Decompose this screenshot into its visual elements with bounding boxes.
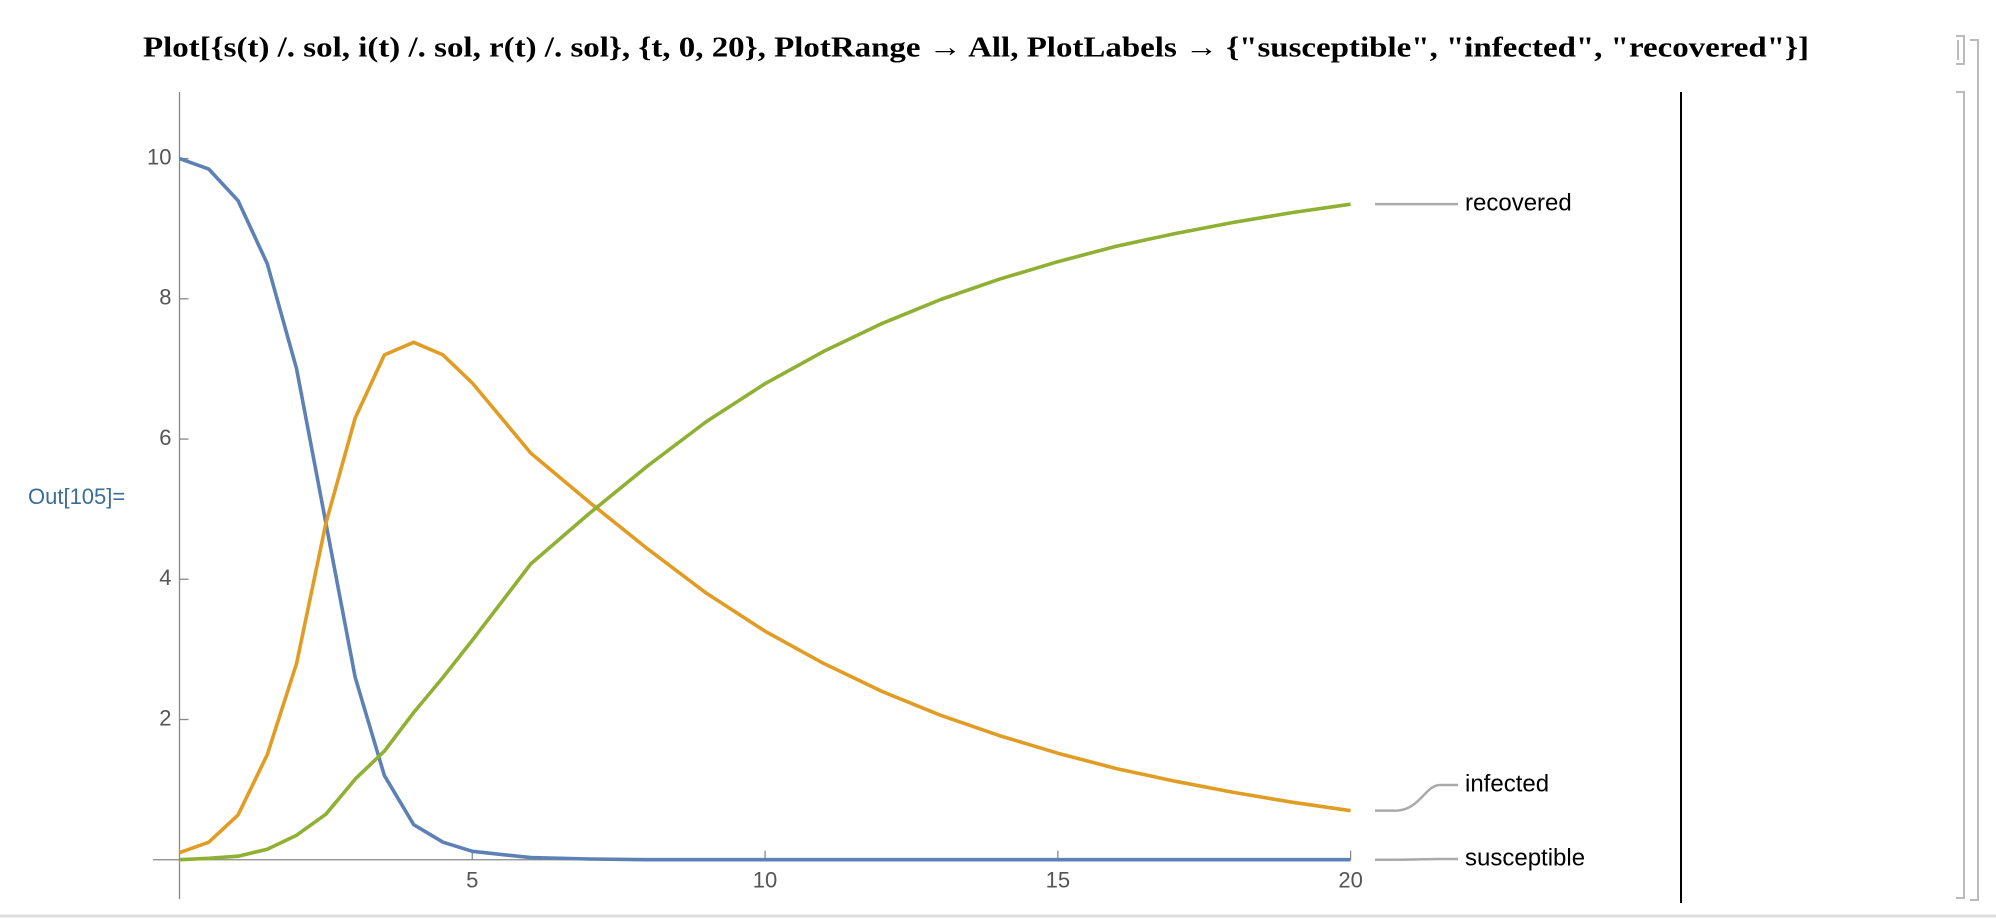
series-label: infected	[1465, 770, 1549, 797]
label-leader	[1375, 857, 1458, 861]
plot: 2 4 6 8 10 5 10 15 20 susceptible infected recovere…	[147, 92, 1585, 899]
series-line	[178, 156, 1351, 862]
cell-bracket[interactable]	[1956, 35, 1965, 65]
x-tick-label: 5	[466, 868, 478, 893]
y-tick-label: 10	[147, 144, 171, 169]
y-tick-label: 8	[159, 285, 171, 310]
y-tick-label: 6	[159, 425, 171, 450]
input-code[interactable]: Plot[{s(t) /. sol, i(t) /. sol, r(t) /. …	[143, 32, 1809, 64]
cell-bracket[interactable]	[1970, 39, 1979, 901]
cell-bracket[interactable]	[1956, 91, 1965, 899]
output-label: Out[105]=	[28, 484, 125, 509]
label-leader	[1375, 783, 1458, 812]
x-tick-label: 10	[753, 868, 777, 893]
x-tick-label: 15	[1046, 868, 1070, 893]
series-line	[178, 340, 1351, 855]
y-tick-label: 2	[159, 705, 171, 730]
series-line	[179, 202, 1351, 862]
y-tick-label: 4	[159, 565, 171, 590]
series-label: susceptible	[1465, 844, 1585, 871]
x-tick-label: 20	[1338, 868, 1362, 893]
series-label: recovered	[1465, 190, 1572, 217]
